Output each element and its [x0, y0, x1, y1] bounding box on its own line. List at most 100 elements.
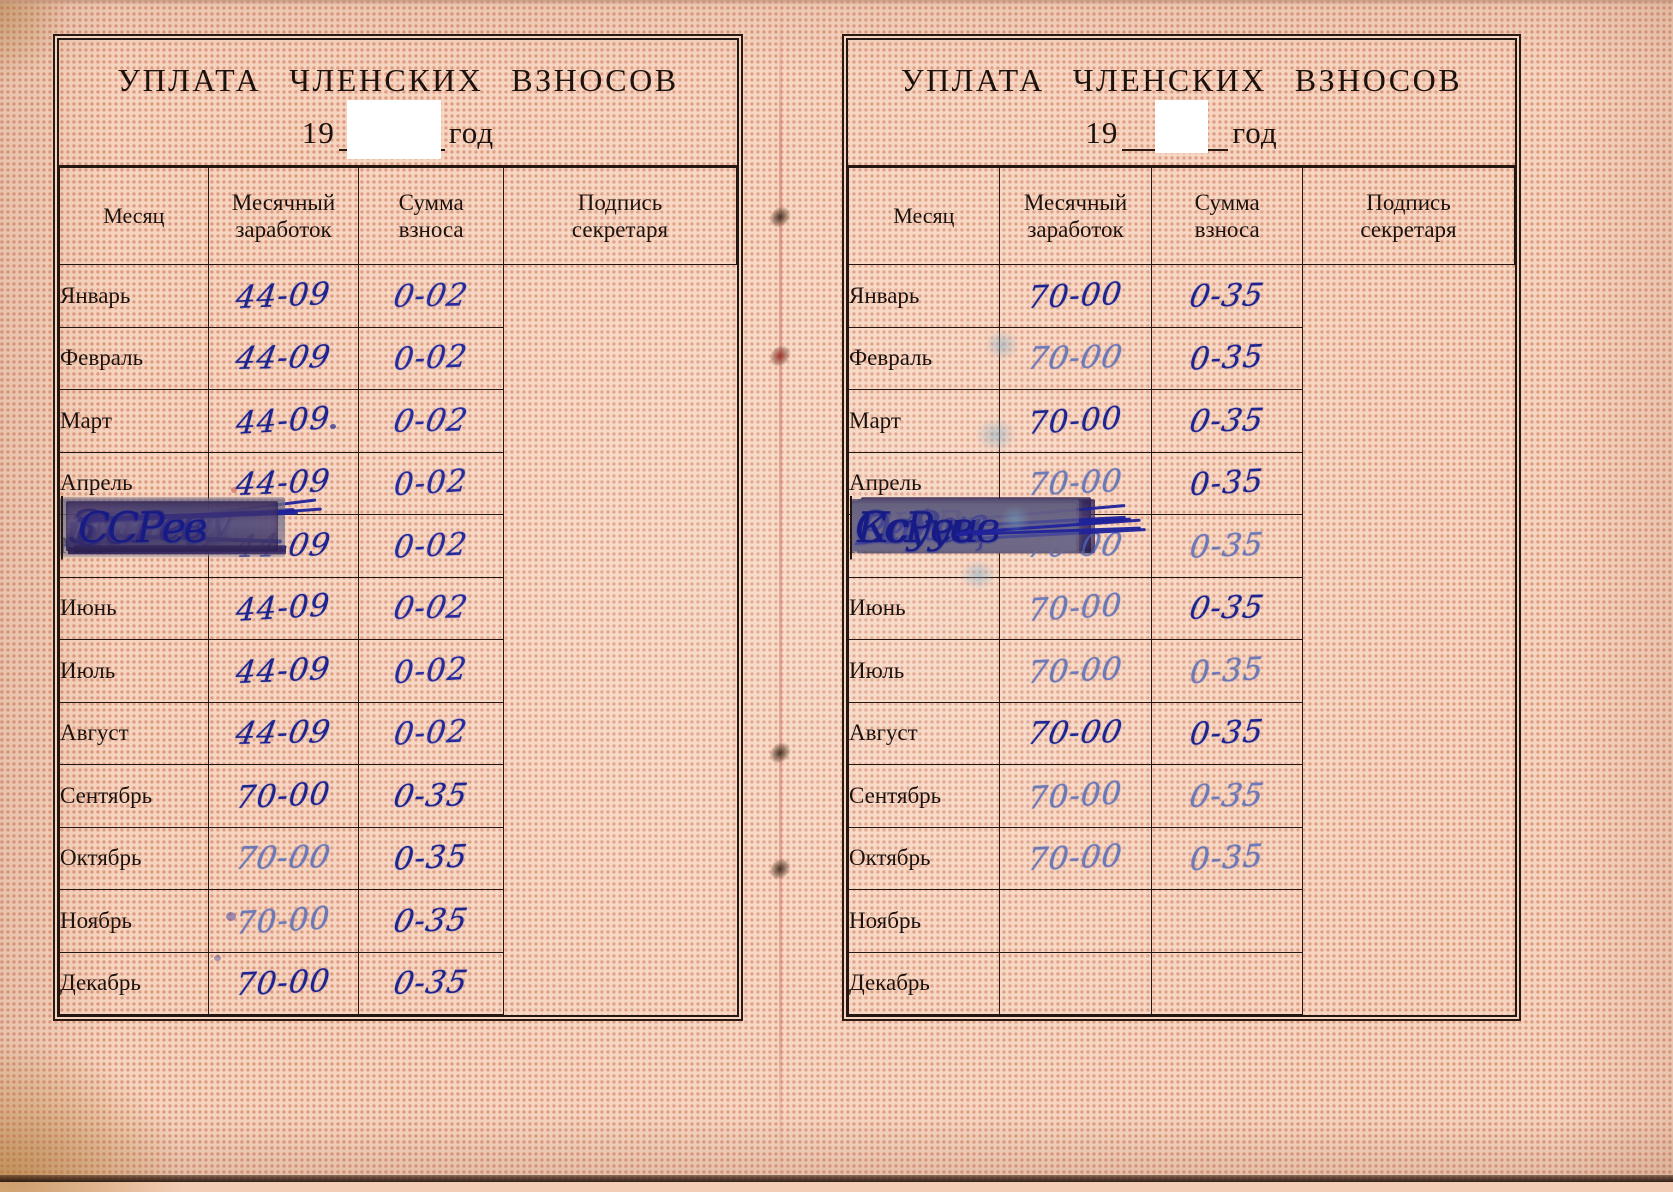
cell-signature[interactable]: Ксуув	[850, 495, 1141, 560]
cell-fee[interactable]: 0-35	[1151, 826, 1304, 890]
table-row: Октябрь 70-00 0-35 З	[59, 495, 737, 890]
handwritten-earnings: 44-09	[232, 714, 335, 753]
handwritten-earnings: 70-00	[1024, 714, 1127, 753]
table-header-row: Месяц Месячный заработок Сумма взноса По…	[59, 167, 738, 265]
handwritten-earnings: 70-00	[1027, 774, 1124, 817]
handwritten-earnings: 44-09	[234, 275, 333, 316]
title-word: ВЗНОСОВ	[511, 62, 679, 98]
handwritten-earnings: 44-09	[234, 463, 333, 504]
cell-fee[interactable]: 0-35	[358, 826, 504, 890]
handwritten-earnings: 70-00	[235, 899, 332, 942]
cell-fee[interactable]: 0-02	[358, 639, 504, 703]
table-row: Сентябрь 70-00 0-35 З	[59, 495, 737, 828]
cell-month: Октябрь	[59, 826, 209, 890]
cell-month: Август	[59, 701, 209, 765]
cell-fee[interactable]: 0-35	[1151, 764, 1304, 828]
cell-earnings[interactable]: 70-00	[998, 639, 1153, 703]
title-word: УПЛАТА	[900, 62, 1045, 98]
cell-earnings[interactable]: 70-00	[207, 951, 360, 1015]
cell-fee[interactable]: 0-35	[1151, 389, 1304, 453]
handwritten-fee: 0-02	[393, 462, 470, 504]
cell-earnings[interactable]: 44-09	[207, 264, 360, 328]
cell-month: Июль	[59, 639, 209, 703]
table-header-row: Месяц Месячный заработок Сумма взноса По…	[848, 167, 1515, 265]
scan-edge-bottom	[0, 1175, 1673, 1182]
page-title-left: УПЛАТА ЧЛЕНСКИХ ВЗНОСОВ	[59, 62, 737, 99]
ink-blot	[226, 912, 236, 921]
cell-earnings[interactable]: 70-00	[998, 389, 1153, 453]
handwritten-fee: 0-02	[390, 401, 472, 440]
cell-earnings[interactable]: 70-00	[207, 826, 360, 890]
cell-earnings[interactable]: 70-00	[998, 826, 1153, 890]
cell-month: Август	[848, 701, 1000, 765]
cell-fee[interactable]: 0-35	[358, 764, 504, 828]
cell-earnings[interactable]: 70-00	[998, 451, 1153, 515]
cell-earnings[interactable]: 70-00	[207, 764, 360, 828]
cell-fee[interactable]: 0-35	[358, 951, 504, 1015]
cell-month: Июль	[848, 639, 1000, 703]
cell-fee[interactable]	[1151, 889, 1304, 953]
cell-earnings[interactable]: 44-09	[207, 639, 360, 703]
handwritten-earnings: 70-00	[1026, 838, 1125, 879]
cell-earnings[interactable]	[998, 951, 1153, 1015]
cell-month: Ноябрь	[59, 889, 209, 953]
cell-earnings[interactable]: 70-00	[998, 326, 1153, 390]
handwritten-fee: 0-35	[392, 838, 470, 878]
cell-month: Февраль	[59, 326, 209, 390]
table-row: Октябрь 70-00 0-35 ОсРгц	[848, 495, 1515, 890]
cell-fee[interactable]: 0-35	[1151, 576, 1304, 640]
title-word: ЧЛЕНСКИХ	[289, 62, 484, 98]
cell-earnings[interactable]: 70-00	[998, 701, 1153, 765]
table-row: Февраль 44-09 0-02 Шьштш	[58, 326, 737, 560]
handwritten-earnings: 70-00	[234, 775, 333, 816]
scan-edge-top	[0, 0, 1673, 5]
col-header-earnings: Месячный заработок	[998, 167, 1153, 265]
cell-earnings[interactable]: 44-09	[207, 389, 360, 453]
handwritten-earnings: 70-00	[232, 839, 335, 878]
dues-table-left: УПЛАТА ЧЛЕНСКИХ ВЗНОСОВ 19 год Месяц Месяч	[57, 38, 739, 1017]
cell-signature[interactable]: ССРев	[61, 495, 278, 560]
dues-table-right: УПЛАТА ЧЛЕНСКИХ ВЗНОСОВ 19 год Месяц Месяч	[846, 38, 1517, 1017]
cell-fee[interactable]: 0-02	[358, 701, 504, 765]
handwritten-fee: 0-02	[390, 589, 472, 628]
cell-earnings[interactable]: 70-00	[998, 764, 1153, 828]
cell-month: Февраль	[848, 326, 1000, 390]
handwritten-fee: 0-02	[393, 650, 470, 692]
cell-earnings[interactable]: 44-09	[207, 326, 360, 390]
cell-earnings[interactable]: 70-00	[998, 264, 1153, 328]
cell-fee[interactable]: 0-35	[1151, 514, 1304, 578]
cell-month: Июнь	[848, 576, 1000, 640]
handwritten-fee: 0-35	[390, 964, 472, 1003]
cell-fee[interactable]: 0-02	[358, 514, 504, 578]
year-prefix: 19	[1085, 115, 1119, 150]
handwritten-fee: 0-02	[390, 276, 472, 315]
cell-fee[interactable]: 0-35	[1151, 639, 1304, 703]
handwritten-earnings: 70-00	[1026, 463, 1125, 504]
handwritten-fee: 0-35	[1188, 338, 1267, 378]
cell-fee[interactable]: 0-35	[1151, 451, 1304, 515]
table-row: Март 44-09 0-02 Шьшпщ	[59, 389, 737, 560]
ink-blot	[214, 955, 221, 961]
cell-earnings[interactable]: 44-09	[207, 576, 360, 640]
handwritten-fee: 0-02	[392, 338, 470, 378]
cell-earnings[interactable]	[998, 889, 1153, 953]
cell-earnings[interactable]: 70-00	[998, 576, 1153, 640]
ink-blot	[330, 424, 336, 429]
handwritten-earnings: 44-09	[234, 650, 333, 691]
cell-fee[interactable]: 0-02	[358, 576, 504, 640]
cell-fee[interactable]: 0-35	[1151, 701, 1304, 765]
handwritten-fee: 0-35	[1186, 776, 1268, 815]
cell-fee[interactable]: 0-35	[1151, 326, 1304, 390]
cell-fee[interactable]	[1151, 951, 1304, 1015]
cell-month: Июнь	[59, 576, 209, 640]
handwritten-fee: 0-35	[1186, 401, 1268, 440]
cell-earnings[interactable]: 44-09	[207, 701, 360, 765]
cell-fee[interactable]: 0-35	[358, 889, 504, 953]
cell-fee[interactable]: 0-02	[358, 264, 504, 328]
cell-fee[interactable]: 0-02	[358, 451, 504, 515]
cell-fee[interactable]: 0-35	[1151, 264, 1304, 328]
cell-fee[interactable]: 0-02	[358, 326, 504, 390]
title-block-left: УПЛАТА ЧЛЕНСКИХ ВЗНОСОВ 19 год	[59, 40, 737, 167]
cell-earnings[interactable]: 70-00	[207, 889, 360, 953]
cell-fee[interactable]: 0-02	[358, 389, 504, 453]
